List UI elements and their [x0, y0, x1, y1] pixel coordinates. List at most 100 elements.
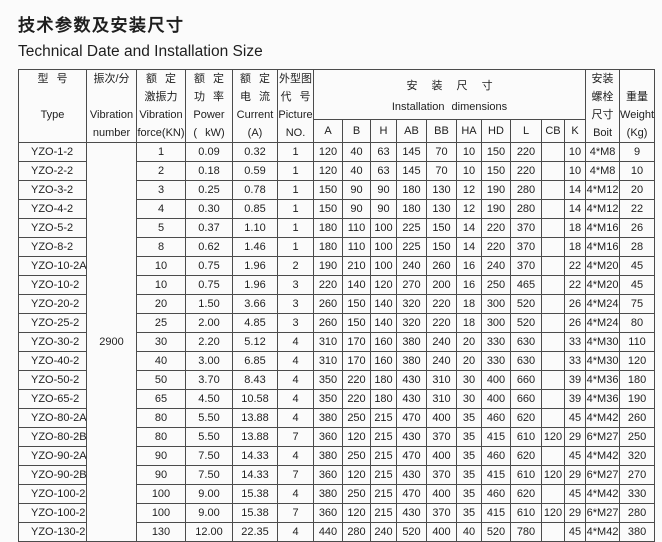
dim-b-cell: 120	[342, 427, 371, 447]
col-header-installation-dimensions: 安 装 尺 寸 Installation dimensions	[312, 69, 587, 120]
dim-l-cell: 610	[510, 427, 542, 447]
current-cell: 0.32	[232, 142, 278, 162]
dim-l-cell: 280	[510, 180, 542, 200]
current-cell: 15.38	[232, 503, 278, 523]
dim-ha-cell: 16	[456, 256, 482, 276]
picture-cell: 4	[277, 389, 314, 409]
dim-l-cell: 220	[510, 161, 542, 181]
dim-hd-cell: 400	[481, 389, 511, 409]
header-line	[88, 88, 136, 106]
weight-cell: 10	[619, 161, 656, 181]
type-cell: YZO-80-2A	[18, 408, 87, 428]
type-cell: YZO-50-2	[18, 370, 87, 390]
dim-cb-cell	[541, 142, 565, 162]
current-cell: 0.78	[232, 180, 278, 200]
header-line: 型 号	[37, 73, 68, 85]
dim-ab-cell: 430	[396, 370, 427, 390]
picture-cell: 3	[277, 313, 314, 333]
type-cell: YZO-4-2	[18, 199, 87, 219]
dim-cb-cell	[541, 313, 565, 333]
header-line: Picture	[278, 109, 313, 121]
dim-l-cell: 660	[510, 389, 542, 409]
bolt-cell: 4*M16	[585, 237, 621, 257]
dim-hd-cell: 190	[481, 180, 511, 200]
dim-header-k: K	[563, 119, 587, 143]
dim-ha-cell: 35	[456, 427, 482, 447]
picture-cell: 2	[277, 256, 314, 276]
force-cell: 10	[136, 275, 186, 295]
weight-cell: 120	[619, 351, 656, 371]
dim-ab-cell: 470	[396, 484, 427, 504]
bolt-cell: 4*M12	[585, 180, 621, 200]
power-cell: 1.50	[185, 294, 233, 314]
dim-header-l: L	[510, 119, 542, 143]
dim-ab-cell: 380	[396, 351, 427, 371]
table-row: YZO-100-2B1009.0015.38736012021543037035…	[18, 503, 656, 523]
dim-k-cell: 22	[563, 275, 587, 295]
dim-l-cell: 370	[510, 218, 542, 238]
dim-b-cell: 90	[342, 180, 371, 200]
dim-cb-cell	[541, 180, 565, 200]
dim-l-cell: 520	[510, 294, 542, 314]
table-row: YZO-50-2 50 3.70 8.43 4 350 220 180 430 310 30 400 6…	[18, 370, 656, 390]
bolt-cell: 4*M12	[585, 199, 621, 219]
dim-a-cell: 190	[313, 256, 343, 276]
force-cell: 3	[136, 180, 186, 200]
header-line	[20, 88, 86, 106]
type-cell: YZO-100-2A	[18, 484, 87, 504]
dim-k-cell: 26	[563, 313, 587, 333]
dim-l-cell: 610	[510, 503, 542, 523]
bolt-cell: 4*M20	[585, 275, 621, 295]
dim-k-cell: 18	[563, 218, 587, 238]
col-header-vibration-force: 额 定 激振力 Vibration force(KN)	[136, 69, 186, 143]
bolt-cell: 4*M8	[585, 161, 621, 181]
current-cell: 15.38	[232, 484, 278, 504]
power-cell: 0.75	[185, 256, 233, 276]
header-line: 螺栓	[591, 91, 614, 103]
dim-header-a: A	[313, 119, 343, 143]
dim-bb-cell: 150	[426, 237, 457, 257]
dim-header-ab: AB	[396, 119, 427, 143]
page-title-zh: 技术参数及安装尺寸	[18, 16, 185, 35]
current-cell: 1.96	[232, 275, 278, 295]
dim-h-cell: 160	[370, 332, 397, 352]
table-row: YZO-90-2A 90 7.50 14.33 4 380 250 215 470 400 35 46…	[18, 446, 656, 466]
force-cell: 65	[136, 389, 186, 409]
force-cell: 1	[136, 142, 186, 162]
picture-cell: 1	[277, 180, 314, 200]
force-cell: 100	[136, 503, 186, 523]
power-cell: 0.62	[185, 237, 233, 257]
current-cell: 0.85	[232, 199, 278, 219]
current-cell: 13.88	[232, 408, 278, 428]
page-title-en: Technical Date and Installation Size	[18, 43, 263, 60]
dim-hd-cell: 150	[481, 142, 511, 162]
dim-ab-cell: 430	[396, 427, 427, 447]
force-cell: 90	[136, 446, 186, 466]
header-line: 外型图	[279, 73, 312, 85]
dim-bb-cell: 370	[426, 465, 457, 485]
dim-a-cell: 310	[313, 351, 343, 371]
dim-cb-cell	[541, 522, 565, 542]
picture-cell: 4	[277, 446, 314, 466]
dim-b-cell: 120	[342, 465, 371, 485]
dim-b-cell: 170	[342, 351, 371, 371]
dim-ab-cell: 270	[396, 275, 427, 295]
power-cell: 0.30	[185, 199, 233, 219]
dim-k-cell: 14	[563, 199, 587, 219]
power-cell: 5.50	[185, 427, 233, 447]
table-row: YZO-2-2 2 0.18 0.59 1 120 40 63 145 70 10 150 220 10 4…	[18, 161, 656, 181]
dim-ab-cell: 180	[396, 199, 427, 219]
force-cell: 130	[136, 522, 186, 542]
bolt-cell: 4*M42	[585, 484, 621, 504]
dim-h-cell: 140	[370, 313, 397, 333]
dim-hd-cell: 220	[481, 218, 511, 238]
dim-bb-cell: 310	[426, 389, 457, 409]
table-row: YZO-8-2 8 0.62 1.46 1 180 110 100 225 150 14 220 370…	[18, 237, 656, 257]
header-line: 安装	[591, 73, 614, 85]
dim-hd-cell: 520	[481, 522, 511, 542]
dim-k-cell: 26	[563, 294, 587, 314]
dim-h-cell: 240	[370, 522, 397, 542]
header-line: Current	[236, 109, 274, 121]
force-cell: 20	[136, 294, 186, 314]
bolt-cell: 4*M24	[585, 294, 621, 314]
